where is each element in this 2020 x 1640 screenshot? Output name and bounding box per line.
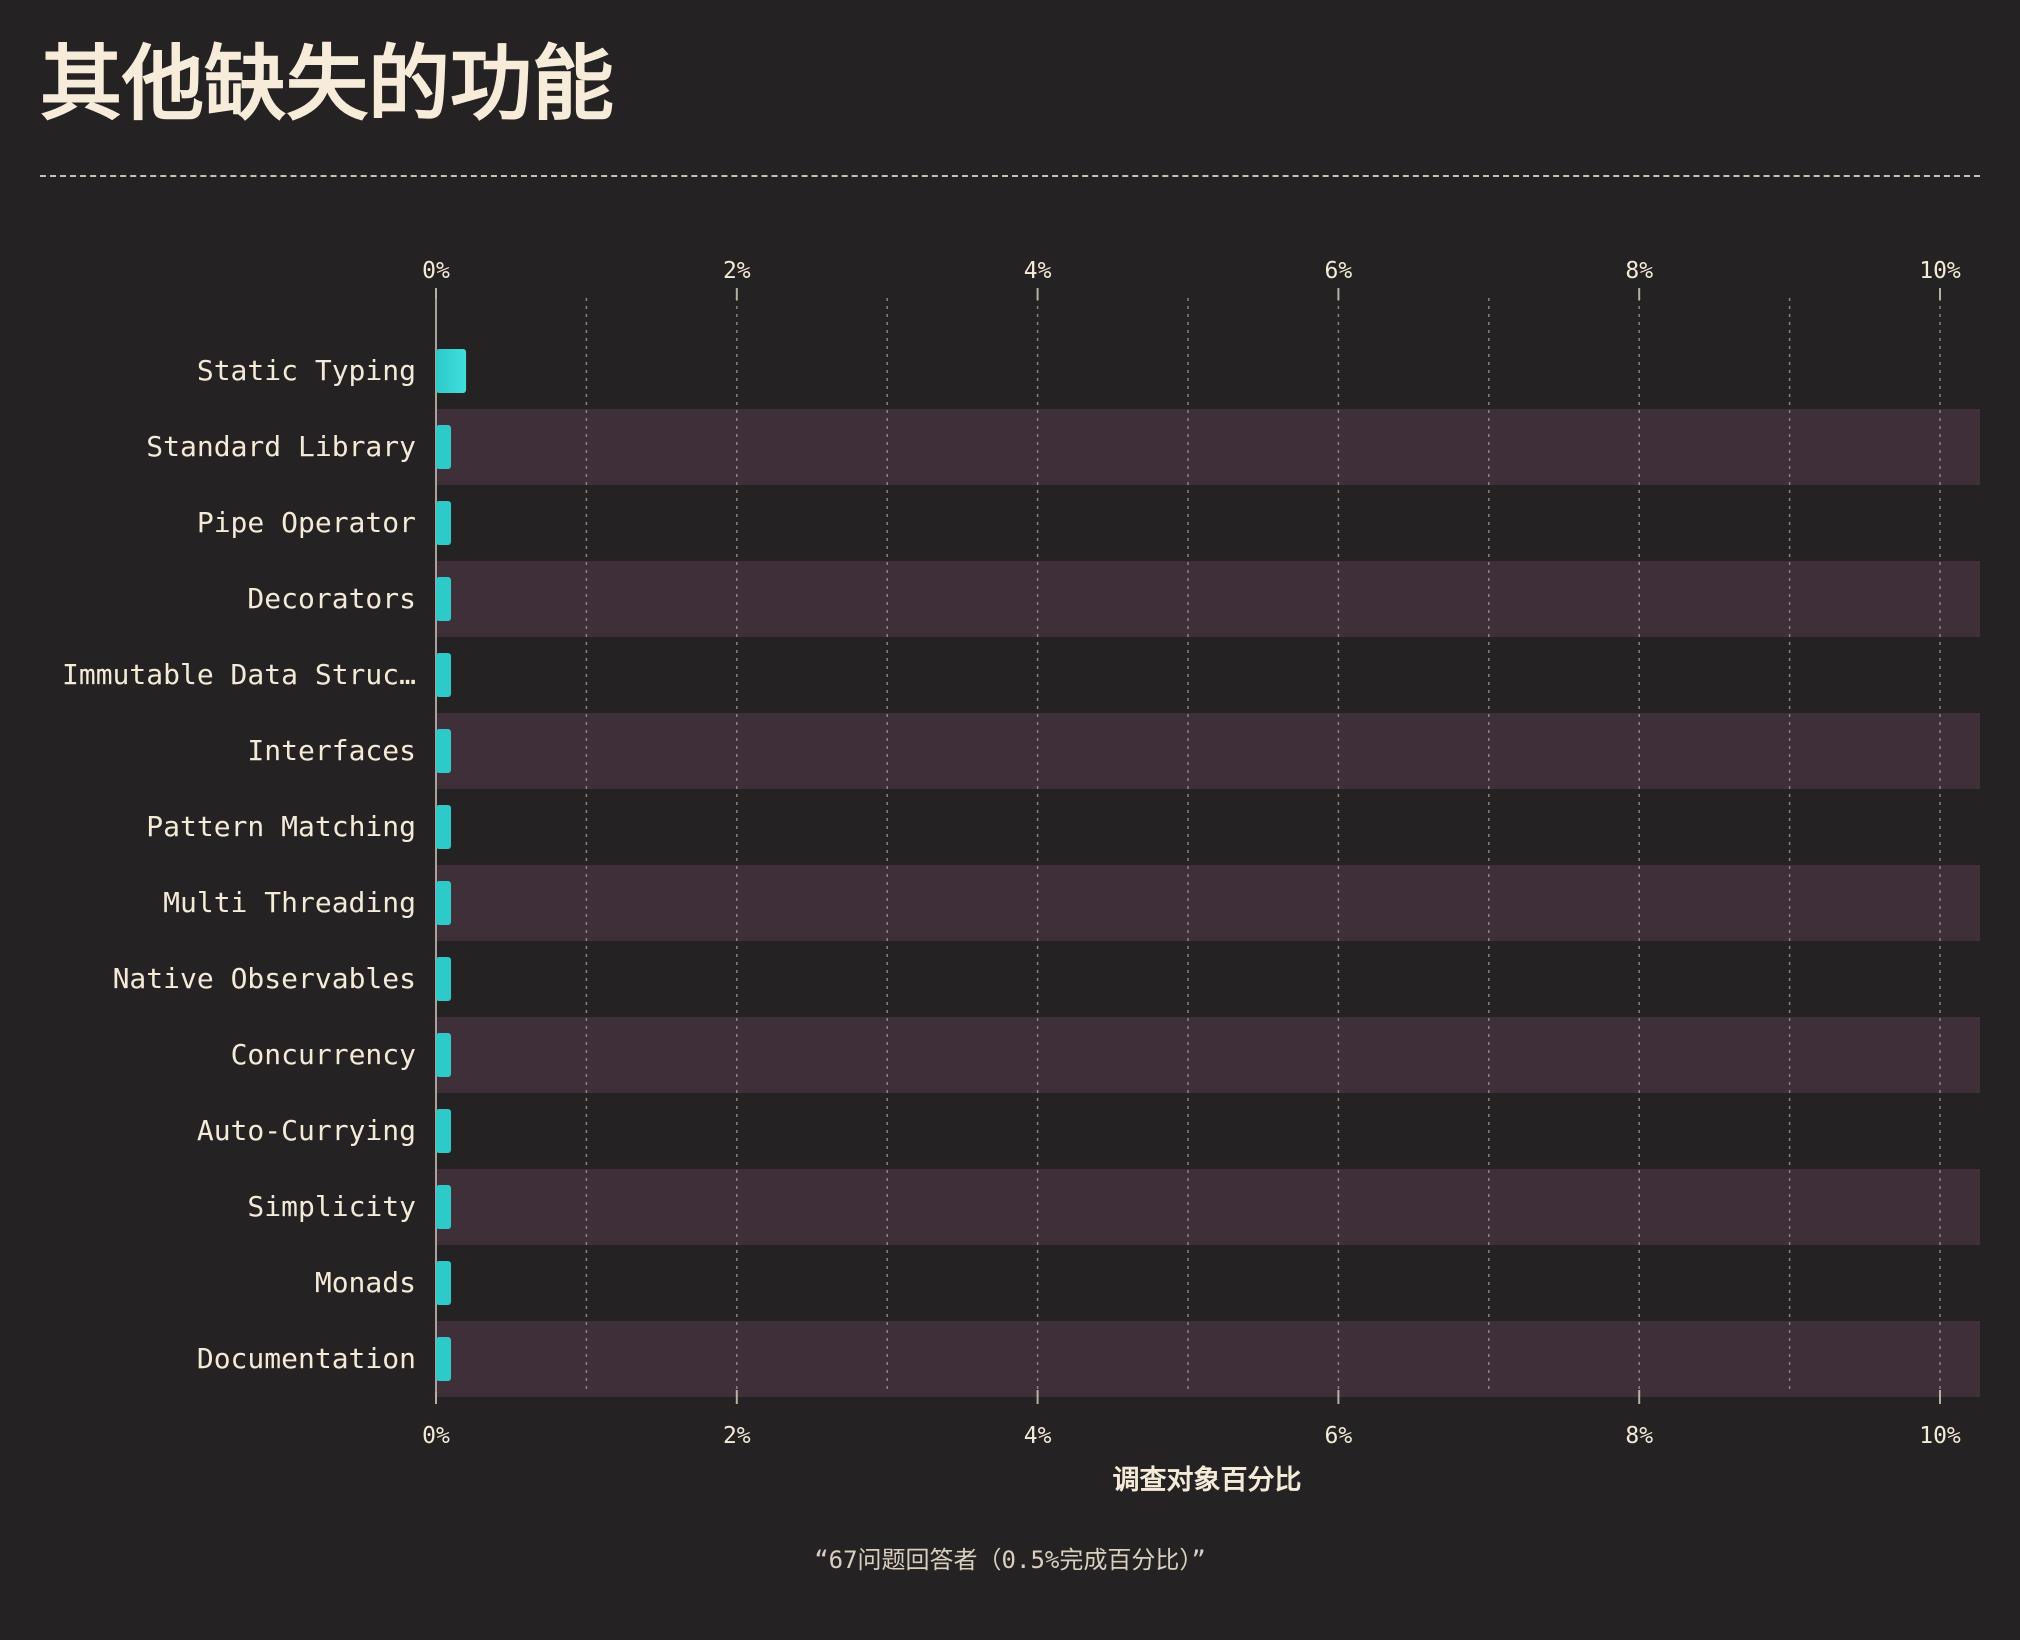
x-tick-label-bottom: 0% xyxy=(422,1423,450,1449)
bar xyxy=(436,1185,452,1229)
category-label: Multi Threading xyxy=(163,886,416,919)
category-label: Standard Library xyxy=(146,430,416,463)
bar xyxy=(436,805,452,849)
bar xyxy=(436,957,452,1001)
category-label: Decorators xyxy=(247,582,416,615)
x-tick-label-bottom: 10% xyxy=(1919,1423,1961,1449)
x-tick-label-bottom: 4% xyxy=(1024,1423,1052,1449)
category-label: Immutable Data Struc… xyxy=(62,658,416,691)
category-label: Interfaces xyxy=(247,734,416,767)
respondent-footnote: “67问题回答者（0.5%完成百分比）” xyxy=(814,1546,1206,1574)
x-tick-label-bottom: 8% xyxy=(1625,1423,1653,1449)
bar xyxy=(436,653,452,697)
bar xyxy=(436,1033,452,1077)
category-label: Static Typing xyxy=(197,354,416,387)
category-label: Native Observables xyxy=(113,962,416,995)
row-band xyxy=(436,561,1980,637)
bar xyxy=(436,1109,452,1153)
category-label: Concurrency xyxy=(231,1038,416,1071)
bar xyxy=(436,1261,452,1305)
category-label: Auto-Currying xyxy=(197,1114,416,1147)
category-label: Monads xyxy=(315,1266,416,1299)
x-tick-label-top: 10% xyxy=(1919,258,1961,284)
x-tick-label-bottom: 6% xyxy=(1325,1423,1353,1449)
bar xyxy=(436,349,467,393)
row-band xyxy=(436,1321,1980,1397)
row-band xyxy=(436,865,1980,941)
x-axis-title: 调查对象百分比 xyxy=(1113,1464,1302,1496)
bar xyxy=(436,1337,452,1381)
x-tick-label-top: 0% xyxy=(422,258,450,284)
x-tick-label-bottom: 2% xyxy=(723,1423,751,1449)
row-band xyxy=(436,409,1980,485)
x-tick-label-top: 6% xyxy=(1325,258,1353,284)
bar xyxy=(436,881,452,925)
page-title: 其他缺失的功能 xyxy=(40,37,615,132)
row-band xyxy=(436,713,1980,789)
title-divider xyxy=(40,175,1980,177)
category-label: Pattern Matching xyxy=(146,810,416,843)
row-band xyxy=(436,1169,1980,1245)
x-tick-label-top: 4% xyxy=(1024,258,1052,284)
row-band xyxy=(436,1017,1980,1093)
bar xyxy=(436,577,452,621)
category-label: Documentation xyxy=(197,1342,416,1375)
category-label: Simplicity xyxy=(247,1190,416,1223)
category-label: Pipe Operator xyxy=(197,506,416,539)
bar xyxy=(436,425,452,469)
x-tick-label-top: 2% xyxy=(723,258,751,284)
bar xyxy=(436,729,452,773)
bar xyxy=(436,501,452,545)
x-tick-label-top: 8% xyxy=(1625,258,1653,284)
